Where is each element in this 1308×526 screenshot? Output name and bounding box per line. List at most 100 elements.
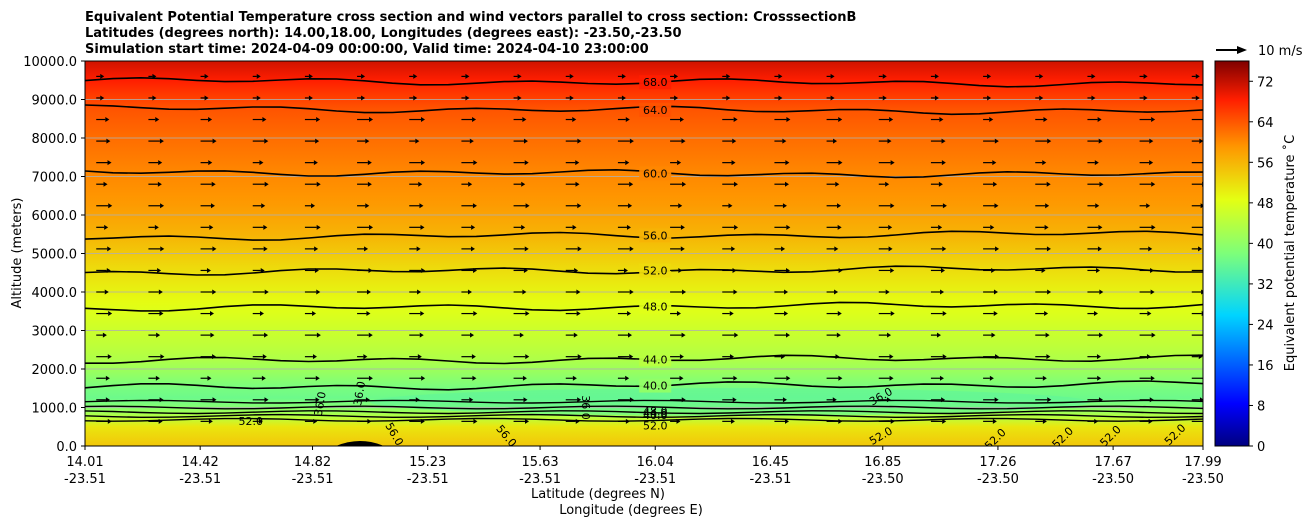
wind-vector-head	[107, 160, 112, 166]
wind-vector-head	[365, 203, 370, 209]
wind-vector-head	[361, 73, 366, 79]
wind-vector-head	[1151, 332, 1156, 338]
wind-vector-head	[629, 181, 634, 187]
wind-vector-head	[674, 73, 679, 79]
wind-vector-head	[888, 246, 893, 252]
wind-vector-head	[421, 160, 426, 166]
wind-vector-head	[211, 181, 216, 187]
wind-vector-head	[835, 354, 840, 360]
wind-vector-head	[726, 95, 731, 101]
wind-vector-head	[105, 117, 110, 123]
y-tick-label: 7000.0	[32, 171, 78, 186]
wind-vector-head	[523, 138, 528, 144]
y-axis-label: Altitude (meters)	[10, 198, 25, 309]
contour-label-52.0: 52.0	[643, 264, 668, 277]
wind-vector-head	[369, 117, 374, 123]
wind-vector-head	[204, 73, 209, 79]
wind-vector-head	[942, 418, 947, 424]
wind-vector-head	[316, 181, 321, 187]
wind-vector-head	[1094, 160, 1099, 166]
wind-vector-head	[420, 117, 425, 123]
wind-vector-head	[838, 160, 843, 166]
wind-vector-head	[682, 289, 687, 295]
wind-vector-head	[729, 354, 734, 360]
x-tick-label-lat: 15.63	[521, 455, 558, 470]
wind-vector-head	[577, 138, 582, 144]
wind-vector-head	[991, 332, 996, 338]
wind-vector-head	[993, 181, 998, 187]
wind-vector-head	[890, 418, 895, 424]
wind-vector-head	[934, 95, 939, 101]
wind-vector-head	[473, 160, 478, 166]
contour-label-44.0: 44.0	[643, 353, 668, 366]
wind-vector-head	[418, 181, 423, 187]
wind-vector-head	[1204, 225, 1208, 230]
wind-vector-head	[367, 181, 372, 187]
contour-label-bg	[639, 228, 672, 243]
y-tick-label: 1000.0	[32, 402, 78, 417]
wind-vector-head	[1146, 203, 1151, 209]
wind-vector-head	[308, 73, 313, 79]
title-line-3: Simulation start time: 2024-04-09 00:00:…	[85, 42, 649, 57]
wind-vector-head	[941, 160, 946, 166]
wind-vector-head	[625, 418, 630, 424]
wind-vector-head	[885, 289, 890, 295]
contour-label-bg	[639, 299, 672, 314]
wind-vector-head	[262, 354, 267, 360]
wind-vector-head	[264, 332, 269, 338]
wind-vector-head	[259, 311, 264, 317]
wind-vector-head	[621, 73, 626, 79]
wind-vector-head	[260, 267, 265, 273]
wind-vector-head	[837, 311, 842, 317]
wind-vector-head	[1044, 311, 1049, 317]
wind-vector-head	[569, 95, 574, 101]
contour-label-bg	[639, 263, 672, 278]
wind-vector-head	[311, 203, 316, 209]
wind-vector-head	[889, 117, 894, 123]
wind-vector-head	[312, 354, 317, 360]
wind-vector-head	[158, 418, 163, 424]
wind-vector-head	[626, 224, 631, 230]
x-tick-label-lon: -23.51	[179, 472, 221, 487]
wind-vector-head	[885, 181, 890, 187]
wind-vector-head	[942, 203, 947, 209]
wind-vector-head	[102, 332, 107, 338]
wind-vector-head	[1045, 203, 1050, 209]
x-tick-label-lat: 14.82	[294, 455, 331, 470]
terrain-blob	[336, 441, 384, 446]
wind-vector-head	[316, 332, 321, 338]
wind-vector-head	[679, 354, 684, 360]
wind-vector-head	[212, 354, 217, 360]
wind-vector-head	[942, 354, 947, 360]
wind-vector-head	[569, 73, 574, 79]
wind-vector-head	[465, 73, 470, 79]
wind-vector-head	[625, 117, 630, 123]
wind-vector-head	[107, 418, 112, 424]
wind-vector-head	[105, 375, 110, 381]
wind-vector-head	[1046, 354, 1051, 360]
wind-vector-head	[315, 375, 320, 381]
wind-vector-head	[934, 73, 939, 79]
wind-vector-head	[778, 95, 783, 101]
contour-line-lower	[85, 417, 1203, 422]
colorbar-gradient	[1214, 60, 1250, 447]
wind-vector-head	[1146, 354, 1151, 360]
wind-vector-head	[312, 311, 317, 317]
wind-vector-head	[729, 311, 734, 317]
wind-vector-head	[160, 354, 165, 360]
wind-vector-head	[522, 375, 527, 381]
wind-vector-head	[629, 246, 634, 252]
contour-label-bg	[639, 102, 672, 117]
wind-vector-head	[157, 181, 162, 187]
wind-vector-head	[838, 418, 843, 424]
wind-vector-head	[1203, 333, 1207, 338]
wind-vector-head	[680, 224, 685, 230]
wind-vector-head	[838, 117, 843, 123]
wind-vector-head	[1099, 332, 1104, 338]
wind-vector-head	[208, 418, 213, 424]
wind-vector-head	[681, 332, 686, 338]
wind-vector-head	[989, 375, 994, 381]
wind-vector-head	[734, 332, 739, 338]
contour-label-lower: 52.0	[643, 419, 668, 432]
contour-label-64.0: 64.0	[643, 104, 668, 117]
